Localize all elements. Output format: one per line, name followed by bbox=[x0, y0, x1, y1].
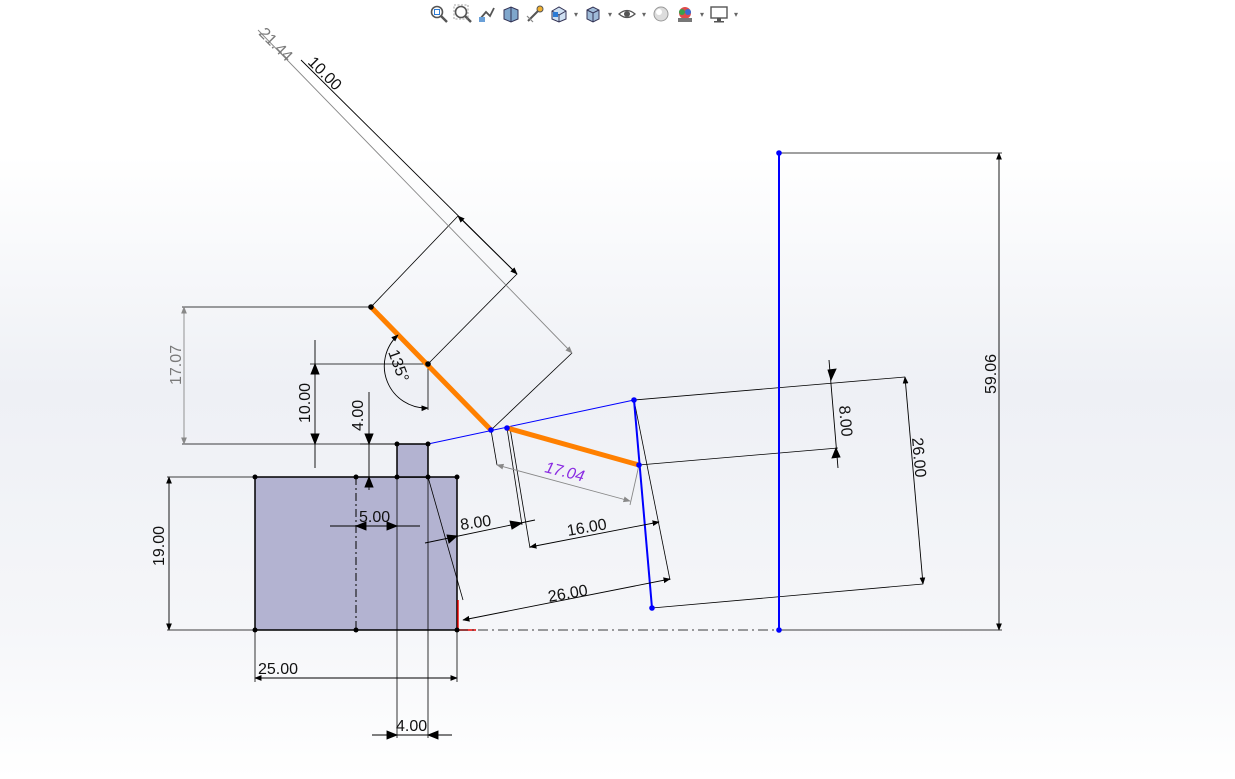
dim-4-00-bottom[interactable]: 4.00 bbox=[396, 718, 427, 735]
zoom-to-area-icon[interactable] bbox=[452, 3, 474, 25]
extension-lines bbox=[167, 152, 1002, 738]
dim-25-00[interactable]: 25.00 bbox=[258, 661, 298, 678]
dim-135[interactable]: 135° bbox=[384, 348, 411, 385]
previous-view-icon[interactable] bbox=[476, 3, 498, 25]
hide-show-dropdown-icon[interactable]: ▾ bbox=[641, 9, 646, 19]
view-orientation-icon[interactable] bbox=[548, 3, 570, 25]
edit-appearance-icon[interactable] bbox=[650, 3, 672, 25]
heads-up-view-toolbar: ▾ ▾ ▾ ▾ ▾ bbox=[428, 2, 740, 26]
sketch-points[interactable] bbox=[252, 150, 782, 633]
selected-segments[interactable] bbox=[369, 305, 640, 468]
dim-21-44[interactable]: 21.44 bbox=[255, 25, 295, 65]
dim-59-06[interactable]: 59.06 bbox=[983, 354, 1000, 394]
view-orientation-dropdown-icon[interactable]: ▾ bbox=[573, 9, 578, 19]
dim-26-00-right[interactable]: 26.00 bbox=[908, 437, 928, 478]
dim-16-00[interactable]: 16.00 bbox=[566, 516, 608, 540]
dim-4-00-top[interactable]: 4.00 bbox=[350, 400, 367, 431]
apply-scene-dropdown-icon[interactable]: ▾ bbox=[699, 9, 704, 19]
apply-scene-icon[interactable] bbox=[674, 3, 696, 25]
hide-show-items-icon[interactable] bbox=[616, 3, 638, 25]
dim-17-07[interactable]: 17.07 bbox=[168, 345, 185, 385]
dim-5-00[interactable]: 5.00 bbox=[359, 509, 390, 526]
dim-17-04[interactable]: 17.04 bbox=[543, 459, 586, 485]
dynamic-annotation-icon[interactable] bbox=[524, 3, 546, 25]
dim-8-00-mid[interactable]: 8.00 bbox=[459, 513, 492, 534]
section-view-icon[interactable] bbox=[500, 3, 522, 25]
view-settings-icon[interactable] bbox=[708, 3, 730, 25]
view-settings-dropdown-icon[interactable]: ▾ bbox=[733, 9, 738, 19]
dimension-lines[interactable] bbox=[166, 29, 1002, 740]
display-style-icon[interactable] bbox=[582, 3, 604, 25]
display-style-dropdown-icon[interactable]: ▾ bbox=[607, 9, 612, 19]
sketch-lines-blue[interactable] bbox=[427, 153, 780, 630]
dim-10-00-left[interactable]: 10.00 bbox=[297, 383, 314, 423]
origin-marker bbox=[457, 600, 476, 631]
dim-10-00-top[interactable]: 10.00 bbox=[304, 54, 344, 94]
dim-19-00[interactable]: 19.00 bbox=[151, 526, 168, 566]
dim-8-00-right[interactable]: 8.00 bbox=[835, 405, 855, 438]
dim-26-00-bottom[interactable]: 26.00 bbox=[547, 582, 589, 606]
base-block[interactable] bbox=[254, 443, 458, 631]
zoom-to-fit-icon[interactable] bbox=[428, 3, 450, 25]
